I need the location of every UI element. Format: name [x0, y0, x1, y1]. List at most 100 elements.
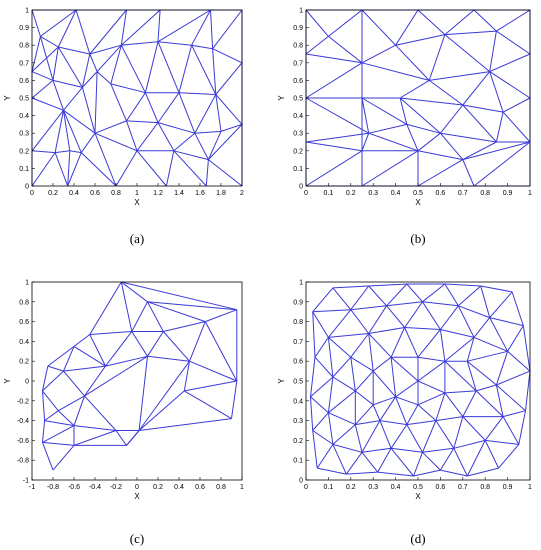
y-tick-label: 0.6	[19, 319, 29, 326]
mesh-edge	[194, 130, 222, 134]
y-tick-label: 0.2	[19, 148, 29, 155]
mesh-edge	[31, 80, 54, 99]
mesh-edge	[440, 132, 497, 143]
mesh-edge	[94, 120, 127, 134]
mesh-edge	[42, 442, 54, 471]
y-tick-label: -0.2	[17, 398, 29, 405]
x-tick-label: 0.4	[391, 190, 401, 197]
mesh-edge	[444, 283, 481, 287]
x-tick-label: 0.8	[216, 484, 226, 491]
mesh-edge	[191, 44, 217, 95]
mesh-edge	[52, 79, 83, 88]
mesh-edge	[484, 416, 504, 441]
x-tick-label: 1.4	[174, 190, 184, 197]
mesh-edge	[457, 285, 482, 307]
y-tick-label: 0.5	[293, 96, 303, 103]
mesh-edge	[368, 327, 405, 334]
mesh-edge	[372, 370, 396, 398]
mesh-edge	[73, 425, 117, 431]
mesh-edge	[525, 371, 531, 411]
x-tick-label: 0.9	[503, 190, 513, 197]
mesh-edge	[327, 376, 334, 413]
mesh-edge	[67, 152, 82, 187]
mesh-edge	[345, 452, 363, 475]
y-tick-label: 0.7	[293, 60, 303, 67]
y-tick-label: -0.6	[17, 438, 29, 445]
mesh-edge	[55, 150, 70, 154]
x-tick-label: 0.6	[436, 190, 446, 197]
mesh-edge	[386, 301, 423, 307]
y-tick-label: 1	[299, 8, 303, 15]
mesh-panel-c: -1 -0.8 -0.6 -0.4 -0.2 0 0.2 0.4 0.6 0.8 1 -1 -0.8 -0…	[3, 280, 244, 547]
mesh-edge	[73, 430, 117, 446]
mesh-edge	[126, 430, 140, 446]
mesh-edge	[373, 396, 396, 406]
mesh-edge	[404, 301, 423, 328]
mesh-edge	[453, 448, 468, 477]
mesh-edge	[496, 9, 531, 32]
x-tick-label: 0.6	[90, 190, 100, 197]
y-tick-label: 0.6	[293, 78, 303, 85]
mesh-edge	[212, 9, 243, 50]
y-axis-label: Y	[277, 95, 286, 101]
mesh-edge	[489, 53, 531, 73]
mesh-edge	[220, 123, 243, 132]
mesh-edge	[157, 122, 195, 134]
mesh-edge	[42, 441, 75, 446]
y-tick-label: 0.5	[19, 96, 29, 103]
panel-caption: (a)	[130, 231, 144, 246]
y-tick-label: 0.8	[19, 299, 29, 306]
mesh-edge	[406, 124, 419, 151]
mesh-edge	[390, 424, 408, 449]
mesh-edge	[395, 34, 446, 46]
mesh-edge	[444, 9, 475, 35]
mesh-edge	[173, 150, 209, 161]
mesh-edge	[194, 132, 209, 160]
mesh-edge	[390, 447, 414, 477]
y-tick-label: 0.3	[19, 131, 29, 138]
mesh-edge	[422, 301, 441, 330]
x-tick-label: 0	[304, 484, 308, 491]
mesh-edge	[94, 71, 98, 134]
mesh-edge	[189, 321, 206, 362]
mesh-edge	[305, 150, 363, 187]
mesh-edge	[44, 420, 75, 427]
mesh-edge	[94, 132, 138, 152]
mesh-edge	[368, 333, 392, 358]
mesh-edge	[502, 97, 531, 113]
mesh-edge	[110, 83, 127, 122]
mesh-edge	[422, 301, 459, 307]
mesh-edge	[406, 404, 419, 425]
mesh-edge	[368, 333, 374, 372]
mesh-edge	[120, 281, 133, 332]
mesh-edge	[390, 356, 419, 382]
mesh-edge	[489, 317, 509, 352]
mesh-edge	[89, 331, 132, 335]
mesh-edge	[406, 424, 423, 453]
x-tick-label: 0.1	[324, 190, 334, 197]
mesh-edge	[386, 305, 405, 328]
x-tick-label: 0.2	[48, 190, 58, 197]
y-tick-label: -1	[23, 478, 29, 485]
mesh-edge	[361, 44, 396, 64]
mesh-edge	[147, 301, 237, 311]
mesh-edge	[422, 420, 437, 453]
mesh-edge	[485, 439, 519, 445]
mesh-edge	[328, 412, 356, 426]
mesh-edge	[312, 309, 351, 313]
mesh-edge	[417, 380, 446, 394]
mesh-edge	[328, 337, 352, 358]
mesh-edge	[147, 355, 190, 362]
mesh-edge	[413, 452, 423, 477]
mesh-edge	[312, 430, 318, 469]
mesh-edge	[361, 97, 408, 125]
mesh-edge	[126, 92, 146, 122]
mesh-edge	[354, 424, 363, 453]
mesh-edge	[312, 287, 334, 313]
y-tick-label: 0.4	[293, 113, 303, 120]
mesh-edge	[473, 141, 531, 187]
mesh-edge	[417, 159, 464, 187]
mesh-edge	[110, 45, 122, 85]
y-tick-label: 0.1	[293, 458, 303, 465]
